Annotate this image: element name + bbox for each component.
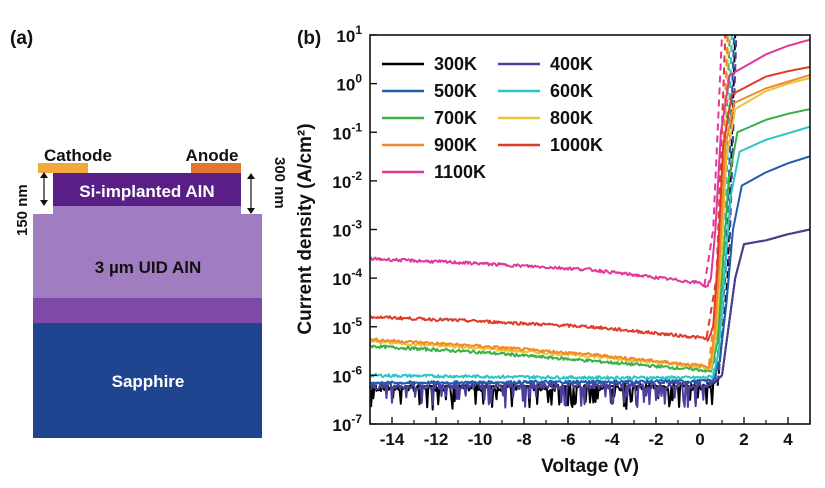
legend-entry: 700K — [434, 108, 477, 128]
x-tick-label: -8 — [516, 430, 531, 449]
anode-contact — [191, 163, 241, 173]
interlayer — [33, 298, 262, 323]
x-tick-label: 0 — [695, 430, 704, 449]
x-tick-label: -4 — [604, 430, 620, 449]
panel-a-device-schematic: (a) Cathode Anode Si-implanted AlN 3 µm … — [10, 28, 288, 438]
y-tick-label: 101 — [336, 23, 362, 46]
series-line — [370, 74, 810, 369]
x-axis: -14 -12 -10 -8 -6 -4 -2 0 2 4 — [369, 417, 811, 449]
dimension-arrow-300nm — [247, 173, 255, 214]
legend-entry: 1000K — [550, 135, 603, 155]
series-line — [370, 108, 810, 373]
uid-aln-layer — [33, 206, 262, 298]
series-line — [370, 228, 810, 409]
panel-b-label: (b) — [297, 28, 321, 49]
x-tick-label: -12 — [424, 430, 449, 449]
legend-entry: 500K — [434, 81, 477, 101]
fit-line — [712, 35, 733, 376]
cathode-contact — [38, 163, 88, 173]
panel-a-label: (a) — [10, 28, 33, 49]
series-line — [370, 155, 810, 386]
y-axis-label: Current density (A/cm²) — [295, 123, 316, 334]
legend: 300K 400K 500K 600K 700K 800K 900K 1000K 1100K — [382, 54, 603, 182]
x-axis-label: Voltage (V) — [541, 456, 639, 477]
legend-entry: 800K — [550, 108, 593, 128]
y-tick-label: 10-2 — [332, 169, 362, 192]
series-line — [370, 77, 810, 371]
legend-entry: 900K — [434, 135, 477, 155]
x-tick-label: 4 — [783, 430, 793, 449]
legend-entry: 300K — [434, 54, 477, 74]
y-axis: 10-7 10-6 10-5 10-4 10-3 10-2 10-1 100 101 — [332, 23, 377, 435]
panel-b-chart: (b) -14 -12 -10 -8 -6 -4 -2 0 2 4 10-710-610-510-… — [295, 23, 811, 477]
anode-label: Anode — [186, 146, 239, 165]
data-series — [370, 38, 810, 411]
x-tick-label: -14 — [380, 430, 405, 449]
y-tick-label: 100 — [336, 72, 362, 95]
si-implanted-layer — [53, 173, 241, 206]
legend-entry: 600K — [550, 81, 593, 101]
y-tick-label: 10-3 — [332, 218, 362, 241]
implant-label: Si-implanted AlN — [79, 182, 214, 201]
dim-300nm-label: 300 nm — [271, 157, 288, 209]
y-tick-label: 10-4 — [332, 266, 362, 289]
cathode-label: Cathode — [44, 146, 112, 165]
series-line — [370, 125, 810, 381]
y-tick-label: 10-5 — [332, 315, 362, 338]
sapphire-substrate — [33, 323, 262, 438]
x-tick-label: -2 — [648, 430, 663, 449]
y-tick-label: 10-1 — [332, 120, 362, 143]
substrate-label: Sapphire — [112, 372, 185, 391]
series-line — [370, 66, 810, 342]
y-tick-label: 10-6 — [332, 363, 362, 386]
y-tick-label: 10-7 — [332, 412, 362, 435]
dimension-arrow-150nm — [40, 172, 48, 206]
dim-150nm-label: 150 nm — [14, 184, 31, 236]
legend-entry: 400K — [550, 54, 593, 74]
fit-line — [703, 35, 723, 286]
legend-entry: 1100K — [434, 162, 486, 182]
series-line — [370, 38, 810, 288]
uid-label: 3 µm UID AlN — [95, 258, 201, 277]
x-tick-label: 2 — [739, 430, 748, 449]
x-tick-label: -10 — [468, 430, 493, 449]
x-tick-label: -6 — [560, 430, 575, 449]
